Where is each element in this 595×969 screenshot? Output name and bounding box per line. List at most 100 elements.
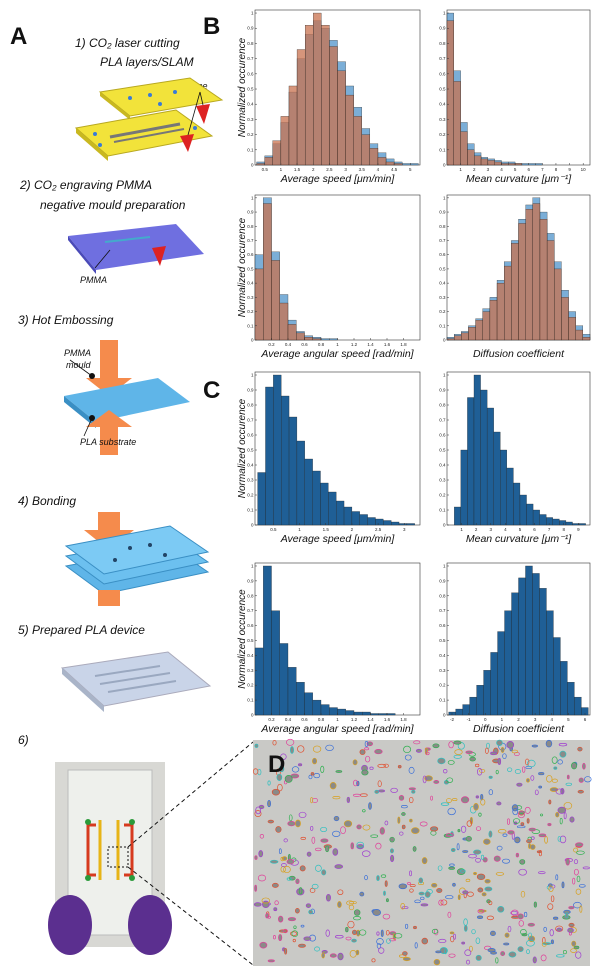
histogram-bar — [475, 319, 483, 341]
cell — [545, 739, 553, 748]
cell — [573, 868, 579, 876]
cell — [404, 754, 412, 761]
histogram-bar — [572, 523, 580, 526]
panel-label: B — [203, 13, 220, 40]
cell — [555, 874, 559, 881]
cell — [375, 842, 382, 850]
cell — [325, 929, 330, 937]
cell — [283, 928, 288, 934]
cell — [528, 827, 536, 832]
cell — [350, 842, 355, 850]
histogram-bar — [391, 521, 400, 526]
cell — [411, 789, 416, 794]
histogram-bar — [256, 163, 265, 166]
cell — [409, 888, 414, 893]
x-tick-label: 0.8 — [318, 342, 325, 347]
y-tick-label: 0.1 — [439, 508, 446, 513]
y-tick-label: 0.5 — [247, 638, 254, 643]
step-text: 5) Prepared PLA device — [18, 623, 145, 637]
histogram-bar — [508, 163, 516, 166]
x-tick-label: 1.6 — [384, 342, 391, 347]
cell — [490, 751, 497, 756]
cell — [462, 890, 469, 895]
y-tick-label: 0.4 — [247, 281, 254, 286]
cell — [284, 947, 288, 955]
histogram-bar — [304, 692, 313, 716]
cell — [407, 881, 411, 885]
cell — [517, 810, 525, 819]
cell — [547, 822, 552, 827]
cell — [346, 796, 351, 803]
cell — [361, 769, 369, 776]
cell — [477, 908, 485, 914]
cell — [353, 909, 361, 916]
histogram-bar — [568, 317, 576, 341]
y-tick-label: 0.2 — [439, 132, 446, 137]
cell — [400, 903, 406, 910]
histogram-bar — [504, 610, 512, 716]
y-tick-label: 0.6 — [439, 623, 446, 628]
cell — [414, 899, 421, 904]
histogram-bar — [351, 511, 360, 526]
histogram-bar — [511, 243, 519, 341]
x-tick-label: 5 — [567, 717, 570, 722]
cell — [507, 925, 512, 933]
cell — [558, 743, 568, 747]
histogram-bar — [361, 134, 371, 166]
x-tick-label: 6 — [533, 527, 536, 532]
y-tick-label: 0 — [443, 163, 446, 168]
cell — [530, 844, 536, 850]
cell — [286, 877, 292, 881]
cell — [298, 811, 307, 819]
x-tick-label: -2 — [450, 717, 454, 722]
x-tick-label: -1 — [467, 717, 471, 722]
y-tick-label: 0.5 — [439, 448, 446, 453]
histogram-bar — [453, 81, 461, 166]
cell — [573, 945, 580, 950]
cell — [259, 833, 265, 839]
y-tick-label: 0.2 — [439, 309, 446, 314]
x-tick-label: 1.4 — [367, 717, 374, 722]
histogram-bar — [473, 374, 481, 526]
cell — [267, 780, 271, 786]
cell — [346, 900, 354, 906]
y-tick-label: 0 — [443, 713, 446, 718]
cell — [538, 785, 543, 789]
cell — [308, 774, 313, 780]
cell — [541, 942, 547, 947]
cell — [561, 881, 565, 889]
y-tick-label: 0.9 — [439, 578, 446, 583]
cell — [386, 938, 391, 944]
y-tick-label: 0 — [443, 338, 446, 343]
cell — [421, 857, 428, 865]
y-tick-label: 0.7 — [247, 238, 254, 243]
x-axis-label: Diffusion coefficient — [473, 348, 565, 360]
histogram-bar — [511, 592, 519, 716]
cell — [496, 801, 502, 806]
histogram-bar — [521, 163, 529, 166]
cell — [473, 849, 482, 855]
y-tick-label: 0.1 — [247, 323, 254, 328]
cell — [377, 763, 386, 768]
cell — [358, 929, 367, 936]
y-tick-label: 0.9 — [439, 388, 446, 393]
cell — [502, 833, 508, 837]
x-tick-label: 4 — [504, 527, 507, 532]
cell — [308, 909, 313, 915]
x-tick-label: 3.5 — [359, 167, 366, 172]
cell — [382, 913, 391, 920]
histogram-bar — [386, 713, 396, 716]
cell — [424, 747, 428, 755]
cell — [257, 874, 267, 882]
cell — [352, 759, 358, 766]
cell — [527, 922, 535, 927]
cell — [398, 883, 408, 890]
histogram-bar — [506, 467, 514, 526]
cell — [550, 895, 555, 903]
cell — [447, 911, 452, 918]
histogram-bar — [513, 482, 521, 526]
histogram-bar — [514, 163, 523, 166]
y-tick-label: 0.7 — [439, 418, 446, 423]
histogram-bar — [402, 163, 411, 166]
cell — [356, 841, 365, 848]
